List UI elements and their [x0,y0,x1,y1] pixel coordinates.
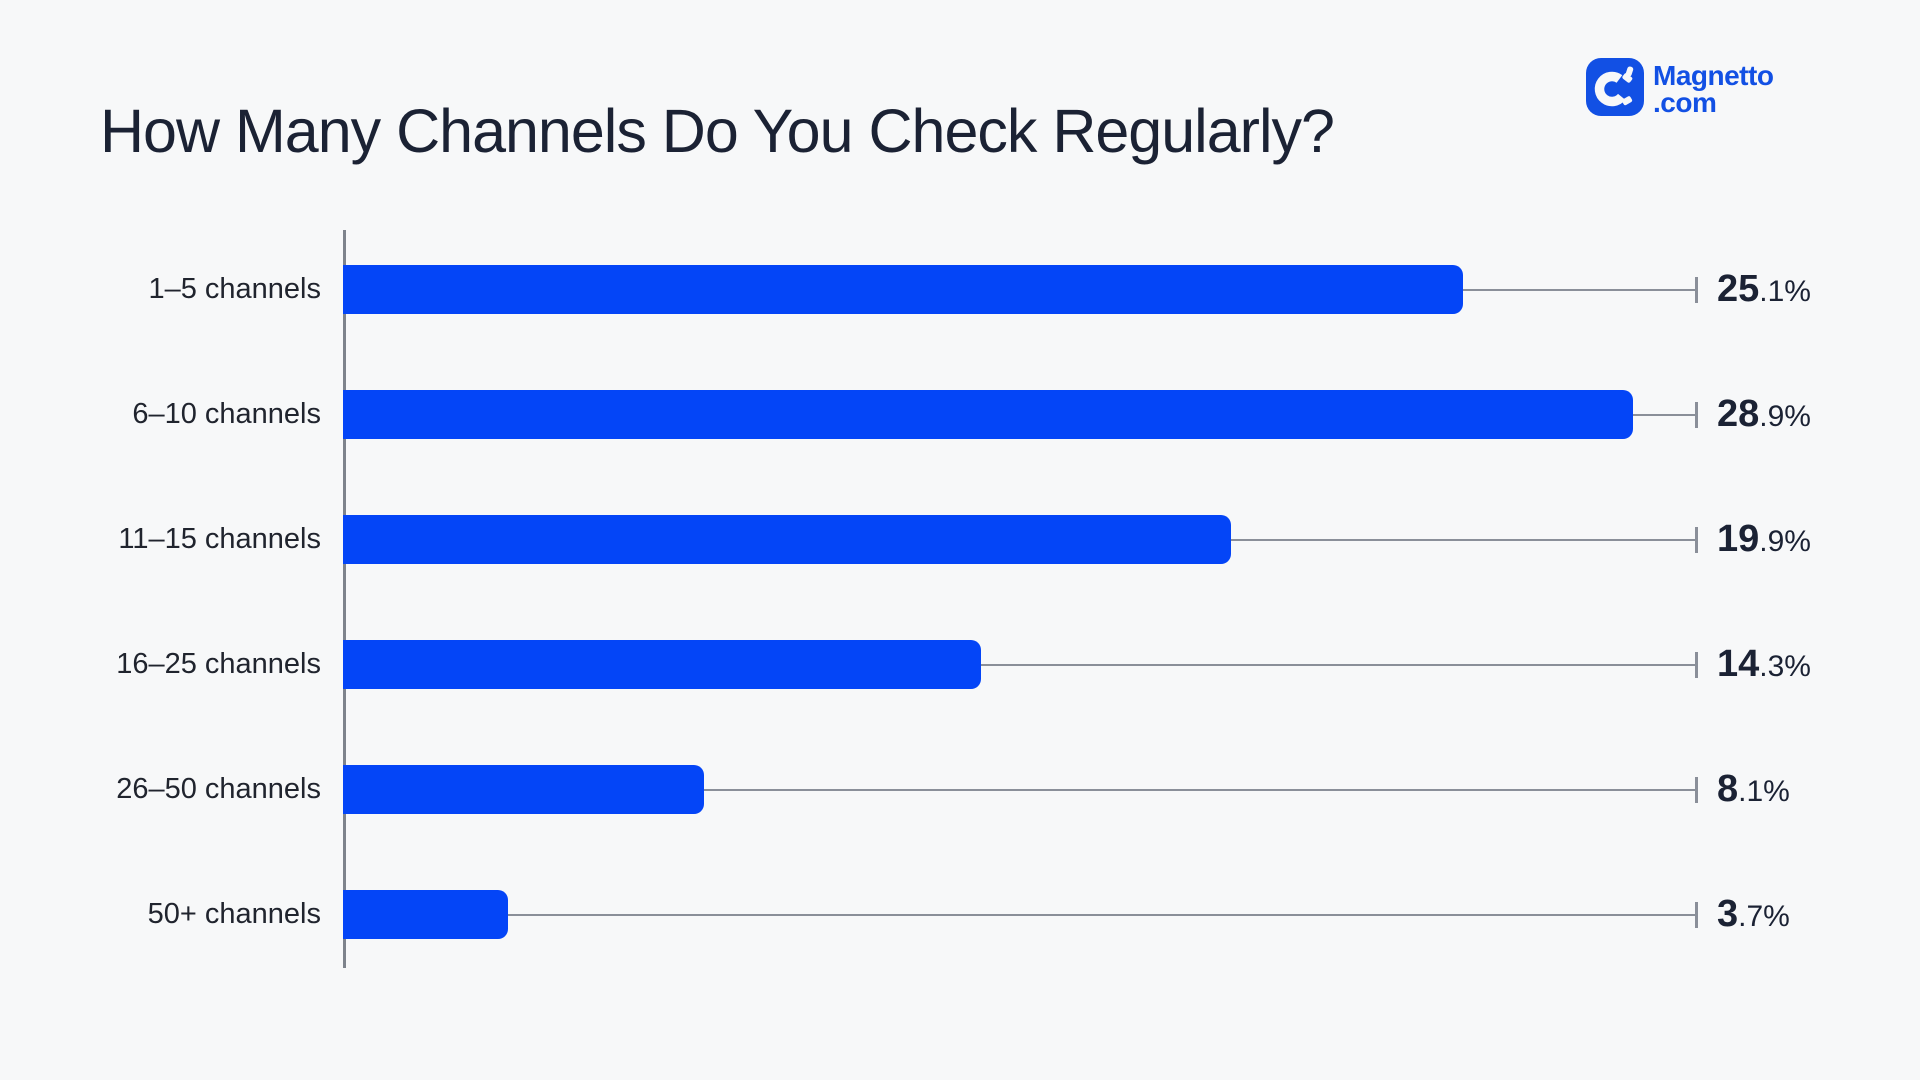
bar-row: 50+ channels 3.7% [100,852,1890,977]
value-integer: 14 [1717,643,1760,685]
brand-name: Magnetto .com [1653,58,1774,118]
value-label: 25.1% [1717,268,1811,311]
leader-line [1231,538,1697,541]
brand-word: Magnetto [1653,60,1774,91]
bar-row: 11–15 channels 19.9% [100,477,1890,602]
category-label: 16–25 channels [116,648,321,680]
value-decimal: .3% [1759,650,1811,683]
value-integer: 3 [1717,893,1739,935]
value-label: 3.7% [1717,893,1790,936]
bar-row: 26–50 channels 8.1% [100,727,1890,852]
value-label: 14.3% [1717,643,1811,686]
category-label: 26–50 channels [116,773,321,805]
category-label: 1–5 channels [148,273,321,305]
bar-row: 6–10 channels 28.9% [100,352,1890,477]
value-decimal: .1% [1759,275,1811,308]
value-integer: 8 [1717,768,1739,810]
leader-line [508,913,1697,916]
category-label: 11–15 channels [118,523,321,555]
leader-tick [1695,276,1698,303]
value-label: 19.9% [1717,518,1811,561]
value-decimal: .9% [1759,525,1811,558]
value-integer: 19 [1717,518,1760,560]
magnet-icon [1586,58,1644,116]
bar [343,890,509,939]
leader-tick [1695,901,1698,928]
bar-chart: 1–5 channels 25.1% 6–10 channels 28.9% 1 [100,227,1890,977]
value-label: 28.9% [1717,393,1811,436]
leader-tick [1695,401,1698,428]
bar-row: 16–25 channels 14.3% [100,602,1890,727]
bar [343,265,1464,314]
plot-area [343,765,1698,814]
bar [343,390,1633,439]
leader-tick [1695,526,1698,553]
bar [343,765,705,814]
leader-line [981,663,1697,666]
value-decimal: .7% [1738,900,1790,933]
category-label: 50+ channels [147,898,321,930]
brand-logo: Magnetto .com [1586,58,1774,118]
value-integer: 25 [1717,268,1760,310]
bar [343,515,1232,564]
plot-area [343,390,1698,439]
value-label: 8.1% [1717,768,1790,811]
value-decimal: .1% [1738,775,1790,808]
plot-area [343,515,1698,564]
leader-line [1463,288,1697,291]
page-title: How Many Channels Do You Check Regularly… [100,97,1335,165]
leader-line [1632,413,1697,416]
value-decimal: .9% [1759,400,1811,433]
plot-area [343,265,1698,314]
bar [343,640,982,689]
brand-tld: .com [1653,87,1717,118]
category-label: 6–10 channels [132,398,321,430]
leader-tick [1695,651,1698,678]
leader-tick [1695,776,1698,803]
y-axis-line [343,230,346,968]
bar-row: 1–5 channels 25.1% [100,227,1890,352]
plot-area [343,890,1698,939]
leader-line [704,788,1697,791]
value-integer: 28 [1717,393,1760,435]
plot-area [343,640,1698,689]
